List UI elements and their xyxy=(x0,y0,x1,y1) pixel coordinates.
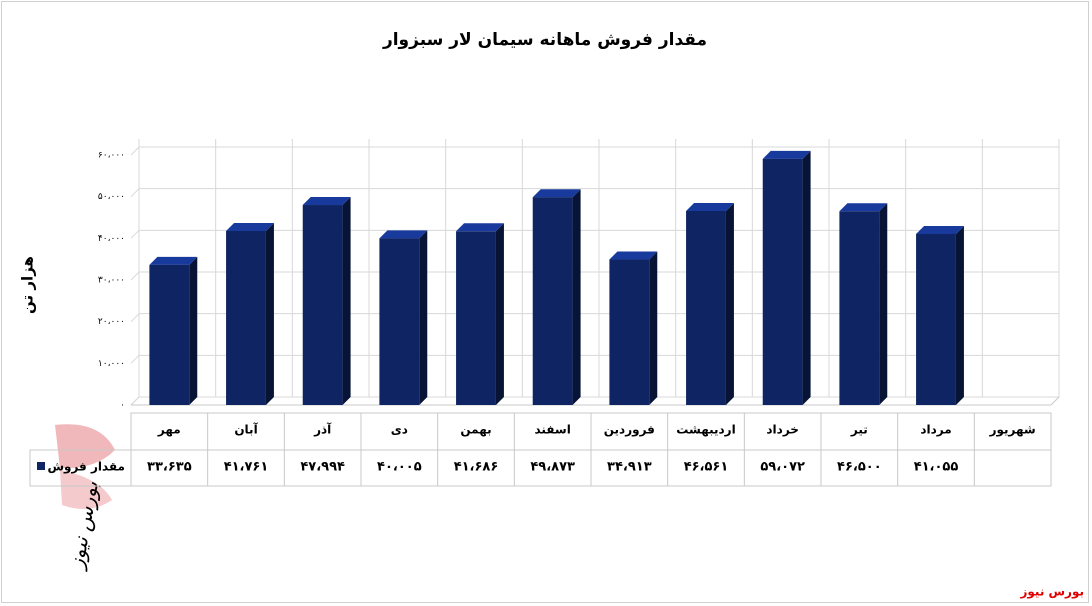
bar xyxy=(532,197,573,405)
bar-side xyxy=(725,202,734,405)
legend-swatch xyxy=(37,462,45,470)
bar xyxy=(456,231,496,405)
value-label: ۴۰،۰۰۵ xyxy=(377,460,422,475)
bar-top xyxy=(762,150,811,159)
bar-side xyxy=(572,189,581,405)
floor-back xyxy=(1050,396,1060,406)
grid-line-side xyxy=(130,271,140,281)
bar-side xyxy=(879,203,888,405)
value-label: ۴۷،۹۹۴ xyxy=(300,460,345,475)
bar xyxy=(762,158,803,405)
value-label: ۴۹،۸۷۳ xyxy=(530,460,575,475)
chart-title: مقدار فروش ماهانه سیمان لار سبزوار xyxy=(382,30,707,50)
bar xyxy=(916,233,956,405)
bar-top xyxy=(839,203,888,212)
value-label: ۴۱،۰۵۵ xyxy=(914,460,959,475)
x-tick-label: خرداد xyxy=(766,423,799,437)
grid-line-side xyxy=(130,354,140,364)
bar-side xyxy=(342,197,351,405)
x-tick-label: اردیبهشت xyxy=(676,423,735,437)
y-tick-label: ۵۰،۰۰۰ xyxy=(98,192,125,202)
grid-line-side xyxy=(130,188,140,198)
grid-line-side xyxy=(130,396,140,406)
bar-side xyxy=(189,256,198,405)
y-tick-label: ۲۰،۰۰۰ xyxy=(98,317,125,327)
bar-top xyxy=(532,189,581,198)
bar-side xyxy=(265,222,274,405)
x-tick-label: مهر xyxy=(157,423,181,437)
value-label: ۴۱،۶۸۶ xyxy=(454,460,499,475)
grid-line-side xyxy=(130,229,140,239)
grid-line-side xyxy=(130,313,140,323)
bar xyxy=(302,205,343,405)
table-legend-cell xyxy=(29,449,132,487)
bar xyxy=(686,210,726,405)
x-tick-label: فروردین xyxy=(604,423,655,438)
watermark-logo xyxy=(55,424,115,509)
bar-top xyxy=(226,222,274,231)
bar-side xyxy=(495,223,504,405)
bar-top xyxy=(456,223,504,232)
grid-line-side xyxy=(130,146,140,156)
y-tick-label: ۳۰،۰۰۰ xyxy=(98,276,125,286)
y-tick-label: ۱۰،۰۰۰ xyxy=(98,359,125,369)
value-label: ۳۳،۶۳۵ xyxy=(147,460,192,475)
x-tick-label: تیر xyxy=(850,423,868,437)
bar-side xyxy=(955,225,964,405)
y-tick-label: ۴۰،۰۰۰ xyxy=(98,234,125,244)
x-tick-label: مرداد xyxy=(920,423,951,437)
y-axis-label: هزار تن xyxy=(19,256,37,314)
value-label: ۴۶،۵۶۱ xyxy=(684,460,729,475)
x-tick-label: شهریور xyxy=(989,423,1036,438)
bar-side xyxy=(649,251,658,405)
x-tick-label: آذر xyxy=(313,422,332,437)
bar xyxy=(379,238,420,405)
x-tick-label: اسفند xyxy=(534,423,570,437)
bar xyxy=(839,211,880,405)
value-label: ۴۶،۵۰۰ xyxy=(837,460,882,475)
x-tick-label: بهمن xyxy=(460,423,491,437)
bar xyxy=(149,264,190,405)
y-tick-label: ۶۰،۰۰۰ xyxy=(98,151,125,161)
bar xyxy=(226,230,266,405)
legend-label: مقدار فروش xyxy=(47,460,125,475)
bar-top xyxy=(686,202,734,211)
value-label: ۳۴،۹۱۳ xyxy=(607,460,652,475)
bar-top xyxy=(379,230,428,239)
bar xyxy=(609,259,650,405)
x-tick-label: دی xyxy=(391,423,408,437)
y-tick-label: ۰ xyxy=(120,401,125,411)
bar-side xyxy=(419,230,428,405)
source: بورس نیوز xyxy=(1019,585,1084,600)
bar-side xyxy=(802,150,811,405)
bar-top xyxy=(916,225,964,234)
x-tick-label: آبان xyxy=(234,422,258,437)
bar-top xyxy=(149,256,198,265)
value-label: ۴۱،۷۶۱ xyxy=(224,460,269,475)
bar-top xyxy=(302,197,351,206)
bar-top xyxy=(609,251,658,260)
value-label: ۵۹،۰۷۲ xyxy=(760,460,805,475)
